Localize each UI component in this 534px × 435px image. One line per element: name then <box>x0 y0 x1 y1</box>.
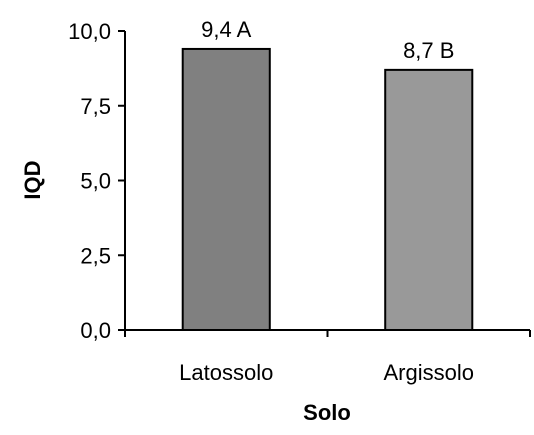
x-axis: Latossolo Argissolo <box>124 329 531 385</box>
x-tick-label: Latossolo <box>179 360 273 385</box>
bars <box>181 47 474 332</box>
data-labels: 9,4 A 8,7 B <box>201 17 454 63</box>
y-tick-label: 0,0 <box>80 318 111 343</box>
bar-latossolo <box>181 47 271 331</box>
data-label: 8,7 B <box>403 38 454 63</box>
bar-argissolo <box>384 68 474 332</box>
data-label: 9,4 A <box>201 17 251 42</box>
x-tick-label: Argissolo <box>384 360 474 385</box>
y-tick-label: 7,5 <box>80 94 111 119</box>
y-tick-label: 2,5 <box>80 243 111 268</box>
y-tick-label: 10,0 <box>68 19 111 44</box>
y-axis: 0,0 2,5 5,0 7,5 10,0 <box>68 19 126 343</box>
y-axis-title: IQD <box>20 160 45 199</box>
x-axis-title: Solo <box>303 400 351 425</box>
y-tick-label: 5,0 <box>80 169 111 194</box>
